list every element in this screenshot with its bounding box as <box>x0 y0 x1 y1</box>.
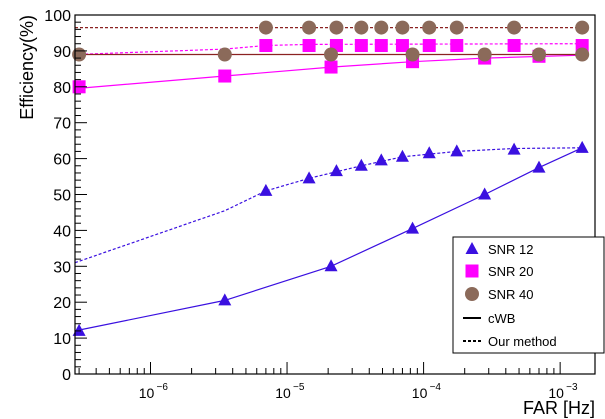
y-tick-label: 10 <box>53 331 71 348</box>
y-tick-label: 60 <box>53 152 71 169</box>
point-circle-5-1 <box>405 47 420 62</box>
y-axis-label: Efficiency(%) <box>17 15 37 120</box>
y-tick-label: 90 <box>53 44 71 61</box>
point-square-1-6 <box>374 39 388 53</box>
point-circle-5-3 <box>531 47 546 62</box>
x-axis: 10 −6 10 −5 10 −4 10 −3 <box>78 362 578 401</box>
x-tick-exponent: −4 <box>430 382 442 393</box>
legend-label: SNR 40 <box>488 287 534 302</box>
point-square-1-10 <box>507 39 521 53</box>
legend-label: cWB <box>488 311 515 326</box>
y-tick-label: 40 <box>53 223 71 240</box>
point-triangle-3-3 <box>532 160 546 173</box>
y-tick-label: 0 <box>62 367 71 384</box>
y-tick-label: 20 <box>53 295 71 312</box>
point-triangle-0-1 <box>218 293 232 306</box>
legend-marker-triangle <box>465 242 479 254</box>
x-tick-label: 10 <box>548 385 564 401</box>
point-circle-2-7 <box>395 20 410 35</box>
y-axis: 0 10 20 30 40 50 60 70 80 90 100 <box>44 8 87 384</box>
point-triangle-3-2 <box>478 187 492 200</box>
x-tick-label: 10 <box>275 385 291 401</box>
point-circle-2-3 <box>302 20 317 35</box>
point-triangle-0-0 <box>72 323 86 336</box>
legend-label: SNR 12 <box>488 242 534 257</box>
point-triangle-0-10 <box>507 142 521 155</box>
point-circle-5-2 <box>477 47 492 62</box>
x-tick-label: 10 <box>139 385 155 401</box>
point-square-1-9 <box>450 39 464 53</box>
point-circle-2-8 <box>422 20 437 35</box>
point-circle-2-10 <box>507 20 522 35</box>
point-triangle-0-7 <box>395 149 409 162</box>
x-tick-exponent: −3 <box>566 382 578 393</box>
point-circle-2-4 <box>329 20 344 35</box>
point-square-1-5 <box>354 39 368 53</box>
legend: SNR 12 SNR 20 SNR 40 cWB Our method <box>452 236 605 354</box>
legend-label: Our method <box>488 334 557 349</box>
point-triangle-0-11 <box>575 140 589 153</box>
y-tick-label: 100 <box>44 8 71 25</box>
point-circle-2-6 <box>374 20 389 35</box>
point-circle-2-1 <box>217 47 232 62</box>
point-triangle-0-6 <box>374 153 388 166</box>
point-circle-2-9 <box>449 20 464 35</box>
x-axis-label: FAR [Hz] <box>523 398 595 418</box>
point-square-1-7 <box>395 39 409 53</box>
point-triangle-0-9 <box>450 144 464 157</box>
point-triangle-0-4 <box>329 164 343 177</box>
point-circle-2-5 <box>354 20 369 35</box>
legend-label: SNR 20 <box>488 264 534 279</box>
point-circle-2-0 <box>72 47 87 62</box>
point-triangle-3-1 <box>406 221 420 234</box>
point-triangle-0-5 <box>354 158 368 171</box>
x-tick-exponent: −5 <box>293 382 305 393</box>
point-triangle-0-3 <box>302 171 316 184</box>
y-tick-label: 50 <box>53 188 71 205</box>
point-circle-5-4 <box>575 47 590 62</box>
legend-marker-square <box>465 264 479 278</box>
fit-line-solid-2 <box>74 54 583 90</box>
x-tick-label: 10 <box>412 385 428 401</box>
y-tick-label: 80 <box>53 80 71 97</box>
y-tick-label: 70 <box>53 116 71 133</box>
y-tick-label: 30 <box>53 259 71 276</box>
point-circle-5-0 <box>324 47 339 62</box>
point-circle-2-11 <box>575 20 590 35</box>
point-triangle-0-2 <box>259 183 273 196</box>
legend-marker-circle <box>465 287 479 301</box>
x-tick-exponent: −6 <box>156 382 168 393</box>
point-circle-2-2 <box>258 20 273 35</box>
point-square-4-0 <box>324 60 338 74</box>
point-square-1-8 <box>422 39 436 53</box>
point-square-1-3 <box>302 39 316 53</box>
point-square-1-2 <box>259 39 273 53</box>
point-triangle-3-0 <box>324 259 338 272</box>
point-triangle-0-8 <box>422 146 436 159</box>
point-square-1-1 <box>218 69 232 83</box>
